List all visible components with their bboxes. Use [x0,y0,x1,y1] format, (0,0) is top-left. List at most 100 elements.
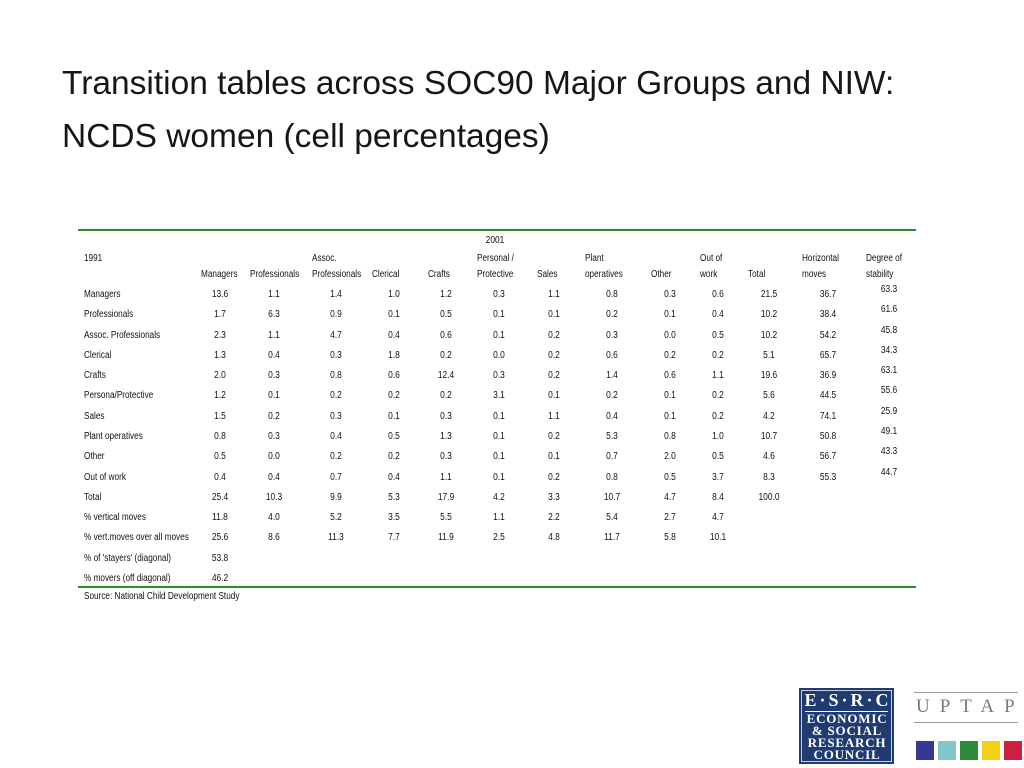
table-cell: 6.3 [268,309,280,320]
table-cell: 1.1 [268,330,280,341]
esrc-logo-line: & SOCIAL [811,723,883,738]
table-cell: 0.1 [664,411,676,422]
table-cell: 1.1 [493,512,505,523]
column-header-horizontal-moves: Horizontal [802,253,839,264]
table-cell: 0.2 [330,451,342,462]
uptap-square-green [960,741,978,760]
table-cell: 5.8 [664,532,676,543]
uptap-square-blue [916,741,934,760]
column-header-plant-operatives: operatives [585,269,623,280]
table-cell: 4.7 [712,512,724,523]
table-cell: 0.5 [440,309,452,320]
table-cell: 10.7 [760,431,778,442]
table-cell: 5.1 [763,350,775,361]
row-label: % movers (off diagonal) [84,573,171,584]
uptap-logo: UPTAP [914,692,1022,762]
uptap-logo-bottom-rule [914,722,1018,723]
table-cell: 0.6 [388,370,400,381]
table-cell: 0.1 [493,472,505,483]
table-cell: 56.7 [819,451,837,462]
table-cell: 0.2 [548,350,560,361]
table-cell: 0.3 [268,431,280,442]
table-cell: 0.2 [548,370,560,381]
column-header-assoc-professionals: Assoc. [312,253,337,264]
table-cell: 0.2 [440,350,452,361]
table-cell: 1.2 [214,390,226,401]
table-cell: 0.4 [330,431,342,442]
row-label: Sales [84,411,105,422]
row-label: % of 'stayers' (diagonal) [84,553,171,564]
row-label: Total [84,492,102,503]
column-header-clerical: Clerical [372,269,400,280]
table-cell: 5.3 [606,431,618,442]
table-cell: 13.6 [211,289,229,300]
source-note: Source: National Child Development Study [84,591,240,602]
table-cell: 9.9 [330,492,342,503]
stability-cell: 43.3 [880,446,898,457]
table-cell: 0.4 [606,411,618,422]
table-cell: 11.8 [212,512,228,523]
table-row-crafts: Crafts 2.0 0.3 0.8 0.6 12.4 0.3 0.2 1.4 0.6 1.1 19.… [0,365,1024,382]
table-cell: 0.4 [388,330,400,341]
table-cell: 0.9 [330,309,342,320]
table-cell: 46.2 [211,573,229,584]
table-cell: 0.1 [493,431,505,442]
table-cell: 0.3 [606,330,618,341]
table-cell: 0.2 [388,451,400,462]
column-header-out-of-work: Out of [700,253,723,264]
table-cell: 0.0 [493,350,505,361]
table-cell: 0.2 [440,390,452,401]
table-cell: 17.9 [437,492,455,503]
esrc-logo-divider [805,711,888,712]
table-cell: 10.2 [760,309,778,320]
table-cell: 8.4 [712,492,724,503]
table-row-professionals: Professionals 1.7 6.3 0.9 0.1 0.5 0.1 0.1 0.2 0.1… [0,304,1024,321]
column-header-other: Other [651,269,672,280]
table-cell: 2.0 [664,451,676,462]
table-cell: 38.4 [819,309,837,320]
table-cell: 4.2 [763,411,775,422]
table-cell: 8.6 [268,532,280,543]
esrc-logo-line: RESEARCH [807,735,887,750]
table-cell: 10.2 [760,330,778,341]
row-label: Clerical [84,350,112,361]
table-top-rule [78,229,916,231]
column-header-crafts: Crafts [428,269,450,280]
table-cell: 0.3 [330,411,342,422]
table-row-vert-moves-over-all-moves: % vert.moves over all moves 25.6 8.6 11.3 7.… [0,532,1024,544]
table-cell: 50.8 [819,431,837,442]
column-header-managers: Managers [201,269,238,280]
row-label: Plant operatives [84,431,143,442]
table-cell: 0.2 [268,411,280,422]
esrc-logo: E·S·R·C ECONOMIC & SOCIAL RESEARCH COUNC… [799,688,894,764]
table-cell: 1.8 [388,350,400,361]
table-cell: 0.6 [606,350,618,361]
table-cell: 2.7 [664,512,676,523]
table-cell: 54.2 [819,330,837,341]
table-cell: 0.3 [440,451,452,462]
table-cell: 0.6 [664,370,676,381]
table-cell: 10.1 [709,532,727,543]
table-cell: 5.6 [763,390,775,401]
table-cell: 5.5 [440,512,452,523]
table-cell: 2.3 [214,330,226,341]
table-cell: 0.4 [388,472,400,483]
esrc-logo-line: COUNCIL [813,747,881,762]
table-cell: 0.2 [712,411,724,422]
stability-cell: 34.3 [880,345,898,356]
table-cell: 0.2 [548,431,560,442]
column-header-sales: Sales [537,269,558,280]
table-row-total: Total 25.4 10.3 9.9 5.3 17.9 4.2 3.3 10.7 4.7 8.4 1… [0,492,1024,504]
table-cell: 0.4 [268,350,280,361]
table-row-sales: Sales 1.5 0.2 0.3 0.1 0.3 0.1 1.1 0.4 0.1 0.2 4.2 74… [0,406,1024,423]
column-header-assoc-professionals: Professionals [312,269,362,280]
table-cell: 1.5 [214,411,226,422]
table-cell: 0.0 [664,330,676,341]
table-cell: 0.6 [712,289,724,300]
table-cell: 3.1 [493,390,505,401]
table-row-persona-protective: Persona/Protective 1.2 0.1 0.2 0.2 0.2 3.1 0.1 0… [0,385,1024,402]
stability-cell: 63.3 [880,284,898,295]
table-cell: 0.1 [548,451,560,462]
table-cell: 10.7 [603,492,621,503]
